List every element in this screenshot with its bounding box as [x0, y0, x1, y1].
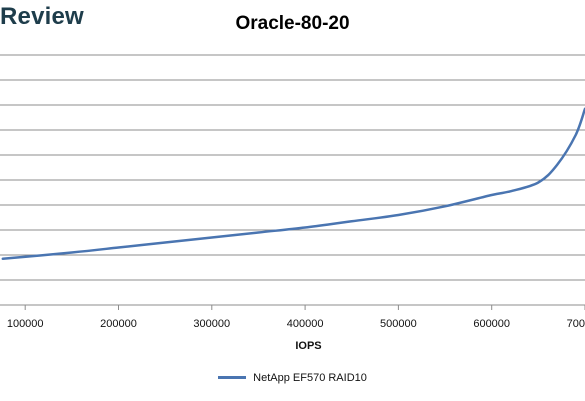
x-tick-label-500000: 500000 [380, 318, 417, 330]
x-axis-title: IOPS [295, 340, 321, 352]
legend: NetApp EF570 RAID10 [0, 372, 585, 384]
x-tick-label-300000: 300000 [193, 318, 230, 330]
legend-label: NetApp EF570 RAID10 [253, 372, 367, 384]
x-tick-label-700000: 700000 [567, 318, 585, 330]
x-tick-label-100000: 100000 [7, 318, 44, 330]
brand-logo-text: Review [0, 3, 84, 30]
series-layer [1, 107, 585, 261]
legend-swatch [218, 375, 247, 379]
x-tick-label-200000: 200000 [100, 318, 137, 330]
x-tick-label-400000: 400000 [287, 318, 324, 330]
gridlines [0, 54, 585, 281]
x-axis: 100000 200000 300000 400000 500000 600000 7000… [0, 304, 585, 330]
x-tick-label-600000: 600000 [473, 318, 510, 330]
series-line-0 [1, 107, 585, 261]
chart-title: Oracle-80-20 [235, 13, 350, 34]
